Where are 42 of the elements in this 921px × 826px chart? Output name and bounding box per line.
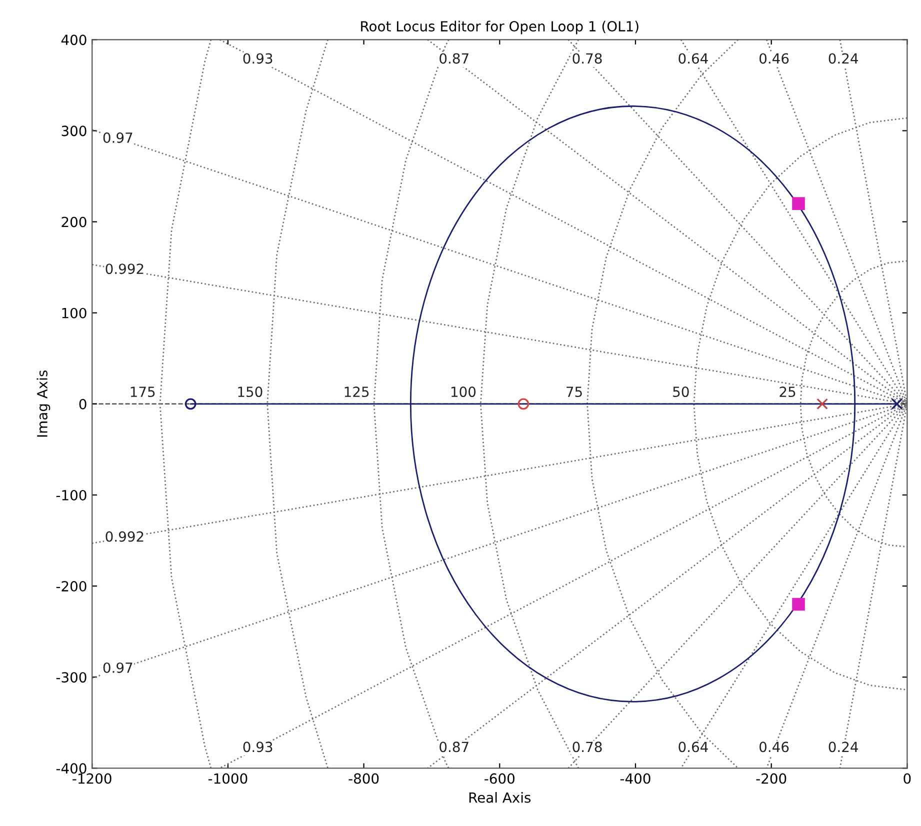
chart-title: Root Locus Editor for Open Loop 1 (OL1) — [361, 20, 638, 34]
annotation: 175 — [130, 386, 155, 398]
y-tick-label: -300 — [56, 672, 86, 683]
annotation: 0.97 — [103, 662, 132, 673]
y-axis-title: Imag Axis — [36, 370, 50, 437]
annotation: 0.992 — [106, 264, 144, 274]
y-tick-label: 200 — [62, 216, 86, 228]
annotation: 0.992 — [106, 531, 144, 542]
annotation: 0.46 — [760, 742, 789, 752]
annotation: 100 — [451, 386, 476, 398]
annotation: 50 — [673, 386, 689, 398]
annotation: 0.87 — [440, 742, 468, 752]
x-tick-label: -400 — [620, 773, 650, 784]
y-tick-label: -200 — [56, 581, 86, 592]
annotation: 0.87 — [440, 53, 468, 64]
x-tick-label: -1000 — [208, 773, 248, 784]
y-tick-label: 0 — [79, 398, 86, 410]
x-axis-title: Real Axis — [469, 792, 531, 803]
y-tick-label: 400 — [61, 34, 86, 46]
annotation: 25 — [780, 386, 796, 398]
annotation: 150 — [238, 386, 262, 398]
x-tick-label: -800 — [348, 773, 379, 784]
annotation: 0.93 — [243, 53, 272, 64]
annotation: 0.93 — [243, 742, 272, 752]
y-tick-label: -400 — [56, 763, 86, 774]
x-tick-label: -200 — [756, 773, 786, 784]
annotation: 0.46 — [760, 53, 789, 64]
x-tick-label: 0 — [904, 773, 911, 784]
annotation: 125 — [344, 386, 369, 398]
y-tick-label: -100 — [56, 490, 86, 500]
annotation: 0.64 — [678, 742, 708, 752]
x-tick-label: -1200 — [72, 773, 112, 784]
annotation: 0.24 — [828, 53, 858, 64]
annotation: 0.78 — [572, 53, 602, 64]
annotation: 0.97 — [103, 132, 132, 143]
y-tick-label: 100 — [62, 308, 86, 318]
annotation: 0.64 — [678, 53, 708, 64]
annotation: 75 — [566, 386, 582, 398]
x-tick-label: -600 — [484, 773, 514, 784]
y-tick-label: 300 — [62, 126, 86, 136]
annotation: 0.24 — [828, 742, 858, 752]
annotation: 0.78 — [572, 742, 602, 752]
